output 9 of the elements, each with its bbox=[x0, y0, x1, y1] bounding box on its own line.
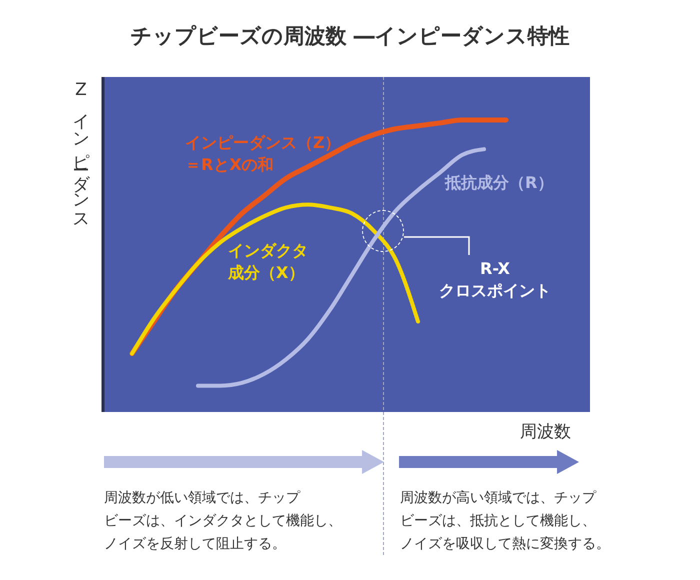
x-axis-title: 周波数 bbox=[520, 421, 571, 443]
annotation: R-Xクロスポイント bbox=[438, 258, 552, 302]
series-label: インピーダンス（Z）＝RとXの和 bbox=[185, 132, 341, 176]
y-axis-title: Zインピーダンス bbox=[70, 80, 92, 222]
text: 周波数が低い領域では、チップビーズは、インダクタとして機能し、ノイズを反射して阻止する。 bbox=[104, 489, 342, 554]
series-label: インダクタ成分（X） bbox=[228, 240, 308, 284]
text: 周波数が高い領域では、チップビーズは、抵抗として機能し、ノイズを吸収して熱に変換する。 bbox=[400, 489, 610, 554]
series-label: 抵抗成分（R） bbox=[445, 172, 554, 194]
chart-title: チップビーズの周波数 ―インピーダンス特性 bbox=[129, 23, 571, 50]
